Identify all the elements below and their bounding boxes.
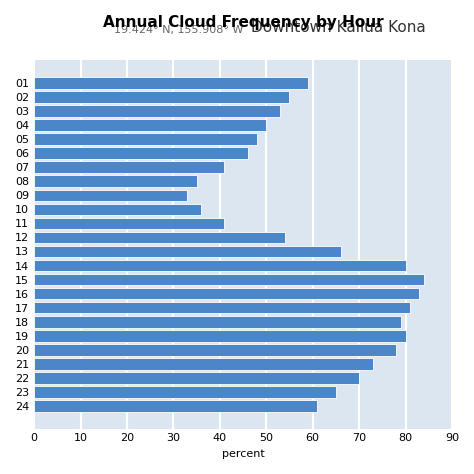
Bar bbox=[34, 119, 266, 131]
Bar bbox=[34, 133, 257, 145]
Bar bbox=[34, 372, 359, 384]
Bar bbox=[34, 232, 285, 243]
Text: Downtown Kailua Kona: Downtown Kailua Kona bbox=[251, 19, 426, 35]
Bar bbox=[34, 401, 317, 412]
Bar bbox=[34, 316, 401, 328]
Bar bbox=[34, 77, 308, 89]
Bar bbox=[34, 147, 248, 159]
Bar bbox=[34, 190, 187, 201]
Text: 19.424° N, 155.908° W: 19.424° N, 155.908° W bbox=[114, 25, 243, 35]
Bar bbox=[34, 91, 290, 103]
Bar bbox=[34, 358, 373, 370]
Bar bbox=[34, 330, 406, 342]
Bar bbox=[34, 105, 280, 117]
Bar bbox=[34, 260, 406, 271]
Bar bbox=[34, 162, 225, 173]
X-axis label: percent: percent bbox=[222, 449, 264, 459]
Bar bbox=[34, 302, 410, 313]
Bar bbox=[34, 218, 225, 229]
Bar bbox=[34, 203, 201, 215]
Title: Annual Cloud Frequency by Hour: Annual Cloud Frequency by Hour bbox=[103, 15, 383, 30]
Bar bbox=[34, 246, 340, 257]
Bar bbox=[34, 344, 396, 356]
Bar bbox=[34, 288, 419, 300]
Bar bbox=[34, 386, 336, 398]
Bar bbox=[34, 274, 424, 285]
Bar bbox=[34, 175, 197, 187]
